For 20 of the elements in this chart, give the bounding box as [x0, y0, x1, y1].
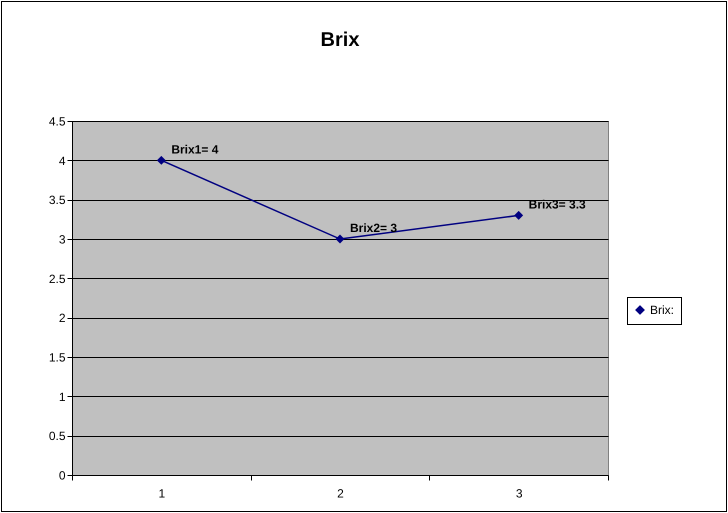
point: [336, 234, 344, 244]
point: [156, 156, 166, 165]
y-tick-label: 2: [58, 311, 66, 326]
chart-title: Brix: [320, 29, 360, 51]
y-tick-label: 1: [58, 390, 66, 404]
data-label: Brix2= 3: [350, 221, 398, 235]
x-tick-label: 3: [516, 486, 523, 500]
y-tick-label: 3.5: [48, 193, 66, 208]
y-tick-label: 1.5: [48, 350, 66, 364]
y-tick-label: 4.5: [48, 114, 66, 128]
y-tick-label: 0: [58, 468, 66, 482]
point: [514, 210, 524, 220]
y-tick-label: 2.5: [48, 272, 66, 286]
legend-label: Brix:: [650, 303, 674, 317]
y-tick-label: 3: [58, 232, 66, 246]
data-label: Brix1= 4: [171, 142, 219, 156]
y-tick-label: 4: [58, 154, 66, 168]
x-tick-label: 1: [158, 486, 166, 500]
y-tick-label: 0.5: [48, 429, 66, 444]
x-tick-label: 2: [337, 486, 344, 500]
